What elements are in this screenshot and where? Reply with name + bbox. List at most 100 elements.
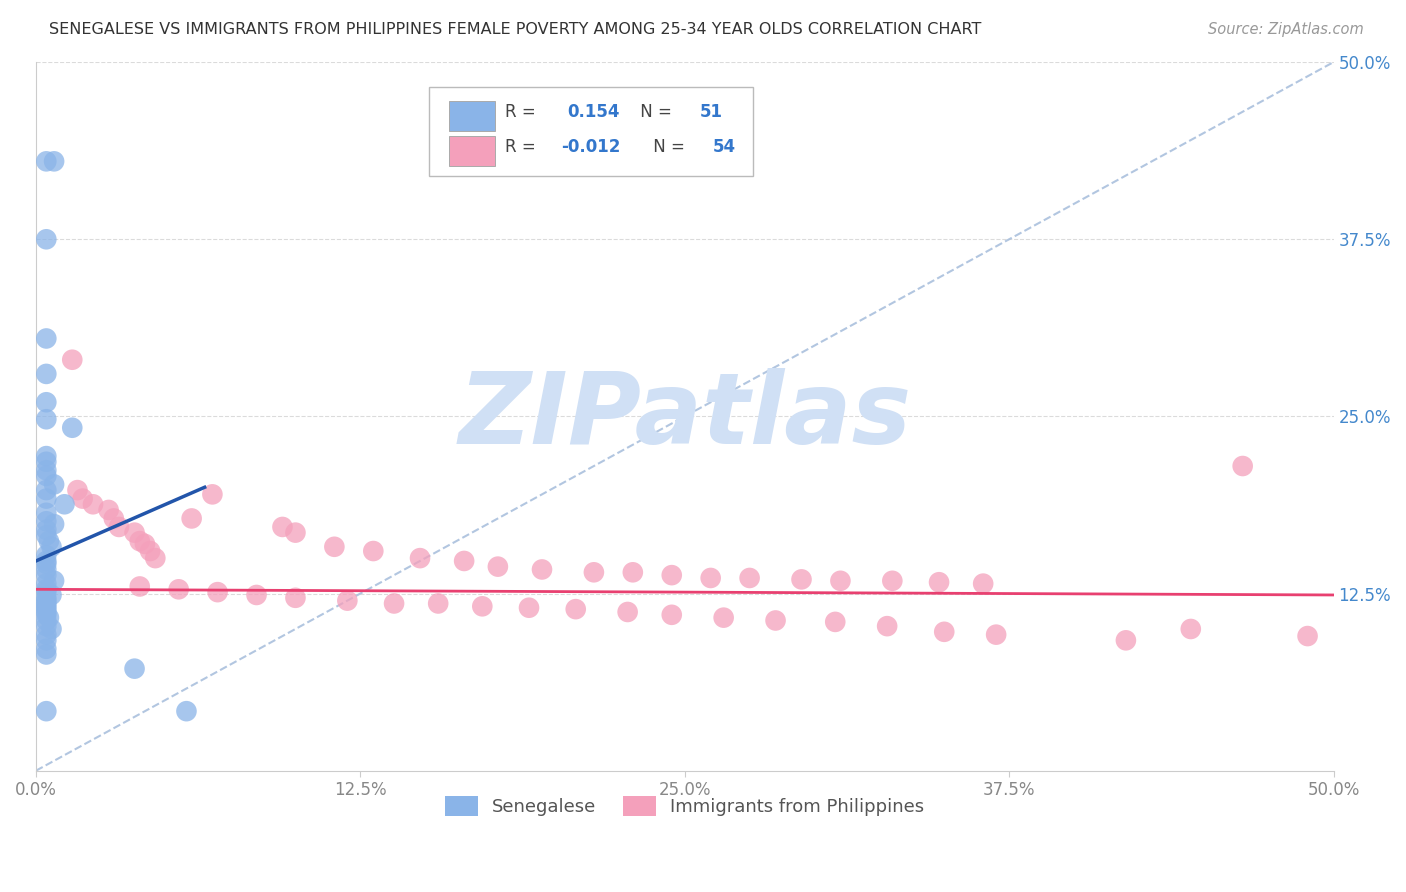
Text: SENEGALESE VS IMMIGRANTS FROM PHILIPPINES FEMALE POVERTY AMONG 25-34 YEAR OLDS C: SENEGALESE VS IMMIGRANTS FROM PHILIPPINE…: [49, 22, 981, 37]
Point: [284, 591, 307, 605]
Point: [882, 574, 904, 588]
Point: [35, 605, 58, 619]
Point: [42, 574, 65, 588]
Point: [35, 367, 58, 381]
Point: [409, 551, 432, 566]
Point: [41, 588, 63, 602]
Point: [72, 491, 94, 506]
Point: [582, 566, 605, 580]
Point: [564, 602, 586, 616]
Point: [35, 549, 58, 563]
Point: [245, 588, 267, 602]
Point: [60, 421, 83, 435]
Text: -0.012: -0.012: [561, 138, 620, 156]
FancyBboxPatch shape: [429, 87, 754, 176]
Point: [176, 704, 198, 718]
Point: [35, 619, 58, 633]
Point: [180, 511, 202, 525]
Point: [486, 559, 509, 574]
Point: [382, 597, 405, 611]
Point: [41, 622, 63, 636]
Point: [517, 600, 540, 615]
Text: 0.154: 0.154: [567, 103, 620, 120]
Point: [35, 576, 58, 591]
Point: [108, 520, 131, 534]
Point: [124, 662, 146, 676]
Point: [35, 585, 58, 599]
Point: [661, 568, 683, 582]
Point: [35, 463, 58, 477]
Point: [35, 506, 58, 520]
Point: [35, 627, 58, 641]
FancyBboxPatch shape: [449, 136, 495, 166]
Point: [35, 704, 58, 718]
Point: [35, 607, 58, 622]
Point: [427, 597, 450, 611]
Point: [35, 591, 58, 605]
Text: ZIPatlas: ZIPatlas: [458, 368, 911, 465]
Point: [35, 412, 58, 426]
Point: [60, 352, 83, 367]
Point: [97, 503, 120, 517]
Point: [928, 575, 950, 590]
Point: [35, 469, 58, 483]
Point: [35, 523, 58, 537]
Point: [42, 517, 65, 532]
Point: [824, 615, 846, 629]
Point: [471, 599, 494, 614]
Point: [42, 154, 65, 169]
Point: [42, 477, 65, 491]
Point: [934, 624, 956, 639]
Point: [1232, 458, 1254, 473]
Point: [713, 610, 735, 624]
Point: [765, 614, 787, 628]
Point: [35, 562, 58, 576]
Point: [876, 619, 898, 633]
Point: [35, 232, 58, 246]
Point: [661, 607, 683, 622]
Point: [103, 511, 125, 525]
Point: [35, 602, 58, 616]
Point: [35, 597, 58, 611]
Point: [35, 483, 58, 497]
Point: [35, 593, 58, 607]
Point: [271, 520, 294, 534]
Point: [984, 627, 1007, 641]
Point: [35, 455, 58, 469]
Point: [1180, 622, 1202, 636]
Point: [139, 544, 162, 558]
Point: [134, 537, 156, 551]
Point: [35, 614, 58, 628]
Point: [35, 514, 58, 528]
Point: [1115, 633, 1137, 648]
Point: [38, 610, 60, 624]
Text: R =: R =: [505, 103, 541, 120]
Point: [35, 633, 58, 648]
Point: [35, 449, 58, 463]
Point: [35, 528, 58, 542]
Point: [616, 605, 638, 619]
Point: [143, 551, 166, 566]
Point: [128, 579, 150, 593]
Point: [35, 648, 58, 662]
Point: [363, 544, 385, 558]
Point: [207, 585, 229, 599]
Point: [35, 582, 58, 597]
Point: [621, 566, 644, 580]
Point: [66, 483, 89, 497]
Text: N =: N =: [648, 138, 690, 156]
Point: [53, 497, 76, 511]
Point: [323, 540, 346, 554]
Point: [336, 593, 359, 607]
Point: [35, 557, 58, 571]
Point: [35, 599, 58, 614]
Point: [530, 562, 553, 576]
Point: [38, 534, 60, 549]
Legend: Senegalese, Immigrants from Philippines: Senegalese, Immigrants from Philippines: [436, 787, 934, 825]
Point: [284, 525, 307, 540]
Point: [41, 540, 63, 554]
Point: [201, 487, 224, 501]
Point: [35, 395, 58, 409]
Point: [35, 641, 58, 656]
Text: N =: N =: [634, 103, 676, 120]
